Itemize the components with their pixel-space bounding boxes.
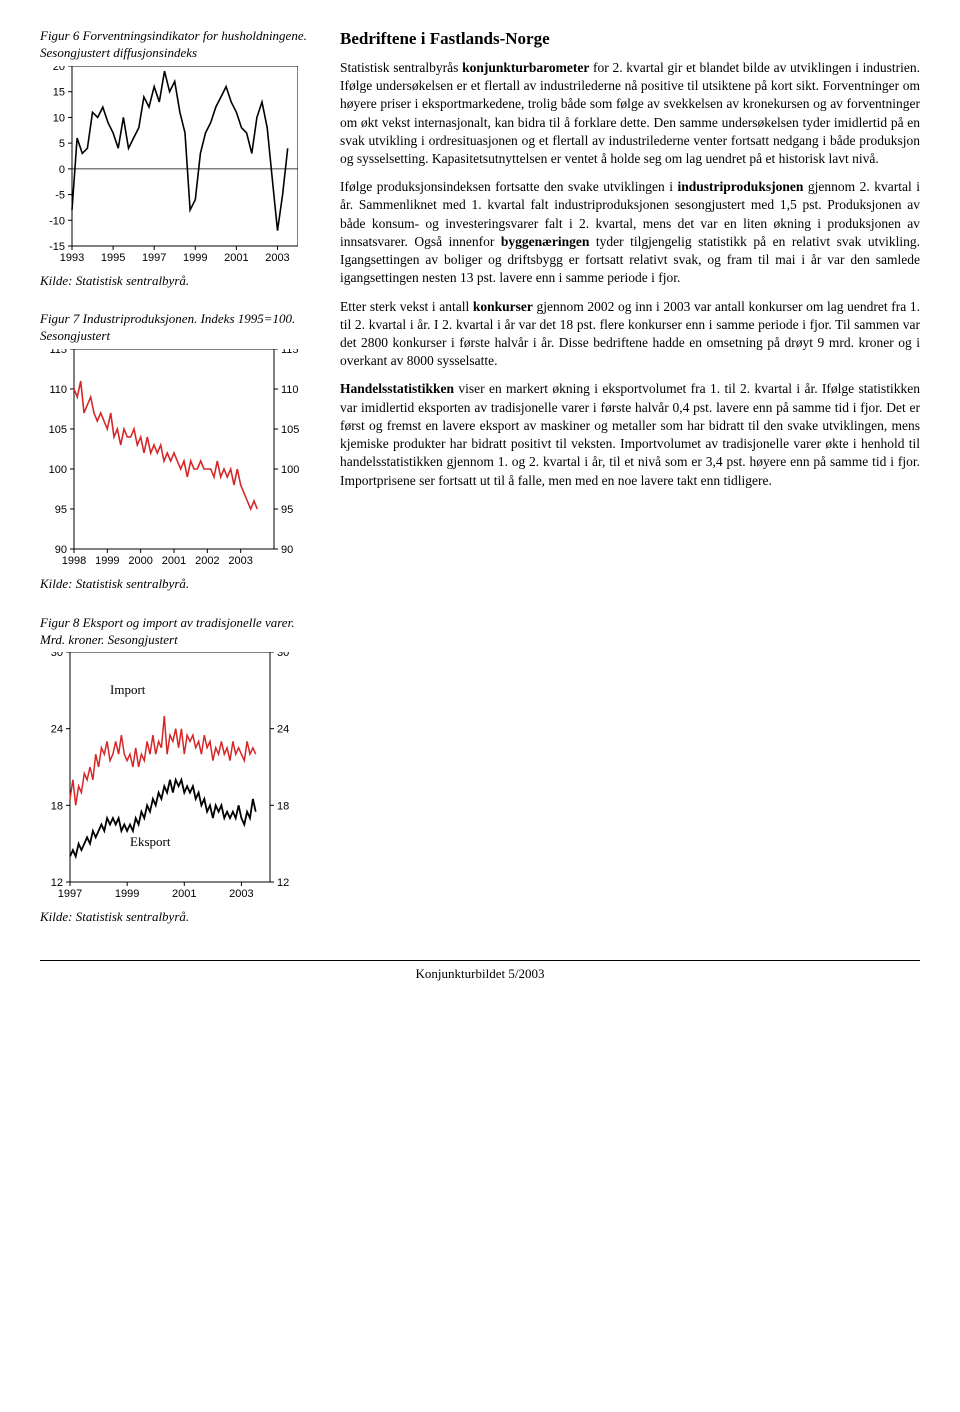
fig8-chart: 12121818242430301997199920012003ImportEk… xyxy=(40,652,322,902)
svg-text:2002: 2002 xyxy=(195,555,219,567)
svg-text:1995: 1995 xyxy=(101,252,125,264)
fig8-source: Kilde: Statistisk sentralbyrå. xyxy=(40,908,322,926)
svg-text:1997: 1997 xyxy=(58,888,82,900)
svg-text:30: 30 xyxy=(277,652,289,659)
fig6-caption: Figur 6 Forventningsindikator for hushol… xyxy=(40,28,322,62)
para-2: Ifølge produksjonsindeksen fortsatte den… xyxy=(340,178,920,287)
svg-text:1993: 1993 xyxy=(60,252,84,264)
svg-text:2003: 2003 xyxy=(265,252,289,264)
svg-text:1999: 1999 xyxy=(95,555,119,567)
svg-text:2001: 2001 xyxy=(224,252,248,264)
page-layout: Figur 6 Forventningsindikator for hushol… xyxy=(40,28,920,930)
svg-text:10: 10 xyxy=(53,112,65,124)
fig7-chart: 9090959510010010510511011011511519981999… xyxy=(40,349,322,569)
svg-text:1997: 1997 xyxy=(142,252,166,264)
svg-text:15: 15 xyxy=(53,86,65,98)
svg-text:105: 105 xyxy=(281,424,299,436)
svg-text:Import: Import xyxy=(110,682,146,697)
fig8-caption: Figur 8 Eksport og import av tradisjonel… xyxy=(40,615,322,649)
svg-text:100: 100 xyxy=(281,464,299,476)
svg-text:110: 110 xyxy=(281,384,299,396)
svg-text:2001: 2001 xyxy=(172,888,196,900)
svg-text:-10: -10 xyxy=(49,215,65,227)
svg-text:2000: 2000 xyxy=(128,555,152,567)
section-heading: Bedriftene i Fastlands-Norge xyxy=(340,28,920,51)
para-4: Handelsstatistikken viser en markert økn… xyxy=(340,380,920,489)
svg-text:95: 95 xyxy=(281,504,293,516)
right-column: Bedriftene i Fastlands-Norge Statistisk … xyxy=(340,28,920,930)
svg-text:20: 20 xyxy=(53,66,65,73)
fig6-source: Kilde: Statistisk sentralbyrå. xyxy=(40,272,322,290)
svg-text:2003: 2003 xyxy=(228,555,252,567)
svg-text:110: 110 xyxy=(49,384,67,396)
page-footer: Konjunkturbildet 5/2003 xyxy=(40,960,920,983)
svg-text:18: 18 xyxy=(51,801,63,813)
fig7-caption: Figur 7 Industriproduksjonen. Indeks 199… xyxy=(40,311,322,345)
svg-text:95: 95 xyxy=(55,504,67,516)
svg-text:0: 0 xyxy=(59,164,65,176)
svg-text:5: 5 xyxy=(59,138,65,150)
svg-text:30: 30 xyxy=(51,652,63,659)
svg-text:24: 24 xyxy=(277,724,289,736)
svg-text:115: 115 xyxy=(281,349,299,356)
svg-text:18: 18 xyxy=(277,801,289,813)
svg-text:24: 24 xyxy=(51,724,63,736)
svg-text:12: 12 xyxy=(277,877,289,889)
svg-text:1999: 1999 xyxy=(115,888,139,900)
svg-text:105: 105 xyxy=(49,424,67,436)
svg-text:100: 100 xyxy=(49,464,67,476)
svg-text:2003: 2003 xyxy=(229,888,253,900)
para-3: Etter sterk vekst i antall konkurser gje… xyxy=(340,298,920,371)
svg-text:2001: 2001 xyxy=(162,555,186,567)
svg-text:90: 90 xyxy=(281,544,293,556)
svg-text:Eksport: Eksport xyxy=(130,834,171,849)
svg-text:1998: 1998 xyxy=(62,555,86,567)
svg-text:1999: 1999 xyxy=(183,252,207,264)
left-column: Figur 6 Forventningsindikator for hushol… xyxy=(40,28,322,930)
fig6-chart: -15-10-505101520199319951997199920012003 xyxy=(40,66,322,266)
fig7-source: Kilde: Statistisk sentralbyrå. xyxy=(40,575,322,593)
svg-text:-5: -5 xyxy=(55,189,65,201)
svg-text:115: 115 xyxy=(49,349,67,356)
para-1: Statistisk sentralbyrås konjunkturbarome… xyxy=(340,59,920,168)
